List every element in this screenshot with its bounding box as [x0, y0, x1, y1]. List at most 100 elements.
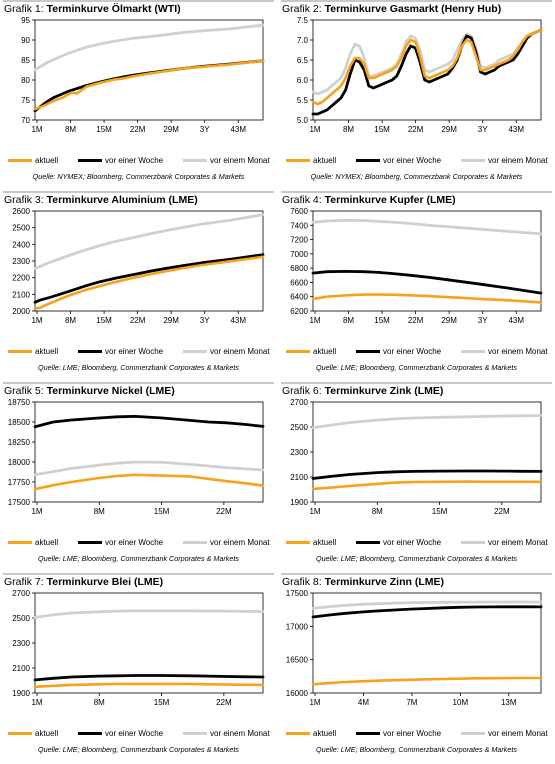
series-line-aktuell	[33, 473, 265, 491]
x-tick-label: 15M	[432, 507, 448, 516]
chart-title: Grafik 4: Terminkurve Kupfer (LME)	[282, 194, 456, 206]
x-tick-label: 13M	[501, 698, 517, 707]
series-line-aktuell	[33, 59, 265, 111]
legend-label: aktuell	[35, 538, 59, 547]
x-tick-label: 22M	[216, 698, 232, 707]
panel-divider	[3, 191, 274, 193]
legend-label: vor einer Woche	[105, 156, 164, 165]
legend-label: vor einer Woche	[105, 729, 164, 738]
series-line-aktuell	[33, 682, 265, 689]
chart-source: Quelle: LME; Bloomberg, Commerzbank Corp…	[38, 363, 239, 372]
chart-number: Grafik 1:	[4, 3, 44, 15]
series-line-aktuell	[311, 676, 543, 686]
chart-legend: aktuell vor einer Woche vor einem Monat	[286, 728, 555, 740]
x-tick-label: 8M	[94, 698, 105, 707]
chart-panel-6: Grafik 6: Terminkurve Zink (LME) 1900 2100…	[278, 382, 555, 573]
chart-number: Grafik 7:	[4, 576, 44, 588]
legend-swatch	[461, 541, 485, 544]
series-line-woche	[33, 415, 265, 429]
y-tick-label: 18750	[8, 398, 31, 407]
x-tick-label: 7M	[406, 698, 417, 707]
legend-swatch	[183, 541, 207, 544]
panel-divider	[3, 0, 274, 2]
chart-panel-3: Grafik 3: Terminkurve Aluminium (LME) 200…	[0, 191, 277, 382]
y-tick-label: 90	[21, 36, 30, 45]
x-tick-label: 1M	[31, 698, 42, 707]
legend-swatch	[78, 541, 102, 544]
legend-label: vor einem Monat	[210, 156, 270, 165]
legend-swatch	[461, 732, 485, 735]
x-tick-label: 3Y	[478, 125, 488, 134]
x-tick-label: 8M	[65, 316, 76, 325]
chart-title-text: Terminkurve Blei (LME)	[46, 576, 164, 588]
y-tick-label: 2600	[12, 207, 30, 216]
y-tick-label: 2500	[12, 224, 30, 233]
x-tick-label: 3Y	[200, 316, 210, 325]
legend-swatch	[286, 541, 310, 544]
chart-panel-4: Grafik 4: Terminkurve Kupfer (LME) 6200 64…	[278, 191, 555, 382]
series-line-monat	[311, 28, 543, 96]
legend-label: vor einem Monat	[488, 347, 548, 356]
chart-number: Grafik 5:	[4, 385, 44, 397]
x-tick-label: 43M	[508, 316, 524, 325]
legend-label: aktuell	[313, 729, 337, 738]
chart-legend: aktuell vor einer Woche vor einem Monat	[8, 155, 278, 167]
legend-swatch	[461, 350, 485, 353]
legend-label: aktuell	[35, 347, 59, 356]
y-tick-label: 16000	[286, 689, 309, 698]
y-tick-label: 75	[21, 96, 30, 105]
series-line-monat	[311, 414, 543, 429]
legend-swatch	[356, 159, 380, 162]
legend-label: aktuell	[313, 156, 337, 165]
legend-label: vor einem Monat	[488, 156, 548, 165]
x-tick-label: 8M	[94, 507, 105, 516]
y-tick-label: 17750	[8, 478, 31, 487]
x-tick-label: 15M	[96, 316, 112, 325]
chart-panel-2: Grafik 2: Terminkurve Gasmarkt (Henry Hu…	[278, 0, 555, 191]
chart-svg: 17500 17750 18000 18250 18500 18750 1M 8M 15M 22M	[8, 398, 265, 516]
legend-swatch	[461, 159, 485, 162]
x-tick-label: 15M	[154, 698, 170, 707]
chart-title-text: Terminkurve Zinn (LME)	[324, 576, 445, 588]
chart-title: Grafik 5: Terminkurve Nickel (LME)	[4, 385, 175, 397]
series-line-woche	[33, 253, 265, 304]
legend-label: vor einem Monat	[488, 729, 548, 738]
x-tick-label: 22M	[216, 507, 232, 516]
chart-legend: aktuell vor einer Woche vor einem Monat	[8, 728, 278, 740]
y-tick-label: 2700	[12, 589, 30, 598]
x-tick-label: 3Y	[200, 125, 210, 134]
series-line-monat	[33, 460, 265, 477]
legend-swatch	[8, 541, 32, 544]
x-tick-label: 1M	[309, 316, 320, 325]
x-tick-label: 15M	[374, 125, 390, 134]
x-tick-label: 1M	[309, 125, 320, 134]
legend-swatch	[8, 732, 32, 735]
legend-label: vor einer Woche	[383, 538, 442, 547]
y-tick-label: 5.0	[297, 116, 309, 125]
y-tick-label: 85	[21, 56, 30, 65]
chart-number: Grafik 6:	[282, 385, 322, 397]
x-tick-label: 15M	[374, 316, 390, 325]
y-tick-label: 17500	[286, 589, 309, 598]
y-tick-label: 2700	[290, 398, 308, 407]
legend-label: vor einer Woche	[383, 729, 442, 738]
x-tick-label: 15M	[154, 507, 170, 516]
legend-label: vor einem Monat	[488, 538, 548, 547]
y-tick-label: 1900	[290, 498, 308, 507]
plot-frame	[312, 210, 542, 312]
chart-title-text: Terminkurve Gasmarkt (Henry Hub)	[324, 3, 502, 15]
y-tick-label: 17500	[8, 498, 31, 507]
y-tick-label: 7400	[290, 221, 308, 230]
y-tick-label: 2400	[12, 240, 30, 249]
panel-divider	[3, 573, 274, 575]
y-tick-label: 7000	[290, 250, 308, 259]
series-line-woche	[311, 270, 543, 295]
chart-title-text: Terminkurve Zink (LME)	[324, 385, 444, 397]
x-tick-label: 8M	[372, 507, 383, 516]
plot-frame	[34, 401, 264, 503]
x-tick-label: 1M	[309, 698, 320, 707]
legend-swatch	[183, 350, 207, 353]
chart-svg: 70 75 80 85 90 95 1M 8M 15M 22M 29M 3Y 43M	[21, 16, 265, 134]
chart-number: Grafik 8:	[282, 576, 322, 588]
legend-swatch	[183, 159, 207, 162]
